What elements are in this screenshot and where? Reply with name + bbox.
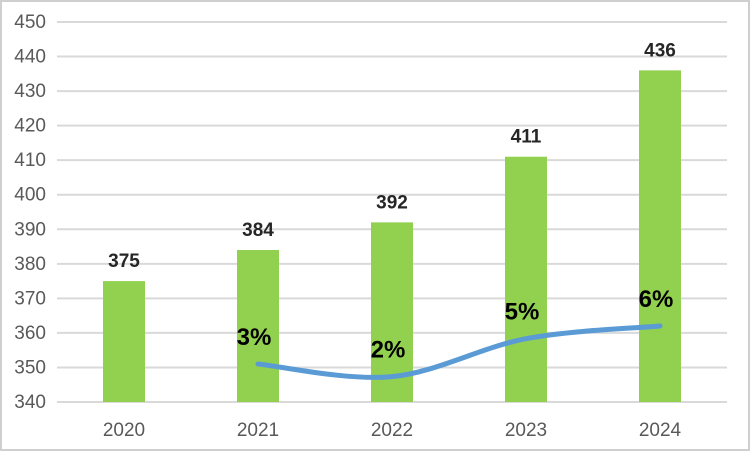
bar-2023: [505, 156, 547, 402]
bar-2020: [103, 281, 145, 402]
x-axis-tick-label: 2024: [639, 420, 682, 441]
y-axis-tick-label: 380: [14, 254, 46, 275]
y-axis-tick-label: 410: [14, 150, 46, 171]
growth-line: [255, 323, 663, 380]
y-axis-tick-label: 450: [14, 12, 46, 33]
bar-2024: [639, 70, 681, 402]
y-axis-tick-label: 420: [14, 116, 46, 137]
y-axis-tick-label: 370: [14, 288, 46, 309]
bar-value-label: 392: [376, 192, 408, 213]
bar-value-label: 411: [511, 127, 542, 148]
y-axis-tick-label: 430: [14, 81, 46, 102]
bar-value-label: 375: [108, 251, 140, 272]
y-axis-tick-label: 350: [14, 357, 46, 378]
x-axis-tick-label: 2023: [505, 420, 547, 441]
percent-label: 2%: [371, 337, 406, 364]
percent-label: 5%: [505, 299, 540, 326]
percent-label: 3%: [237, 324, 272, 351]
bar-value-label: 436: [644, 40, 676, 61]
x-axis-tick-label: 2021: [237, 420, 279, 441]
y-axis-tick-label: 340: [14, 392, 46, 413]
bar-2022: [371, 222, 413, 402]
bar-value-label: 384: [242, 220, 274, 241]
y-axis-tick-label: 400: [14, 185, 46, 206]
y-axis-tick-label: 440: [14, 47, 46, 68]
percent-label: 6%: [639, 286, 674, 313]
y-axis-tick-label: 360: [14, 323, 46, 344]
bar-2021: [237, 250, 279, 402]
x-axis-tick-label: 2022: [371, 420, 413, 441]
x-axis-tick-label: 2020: [103, 420, 145, 441]
y-axis-tick-label: 390: [14, 219, 46, 240]
